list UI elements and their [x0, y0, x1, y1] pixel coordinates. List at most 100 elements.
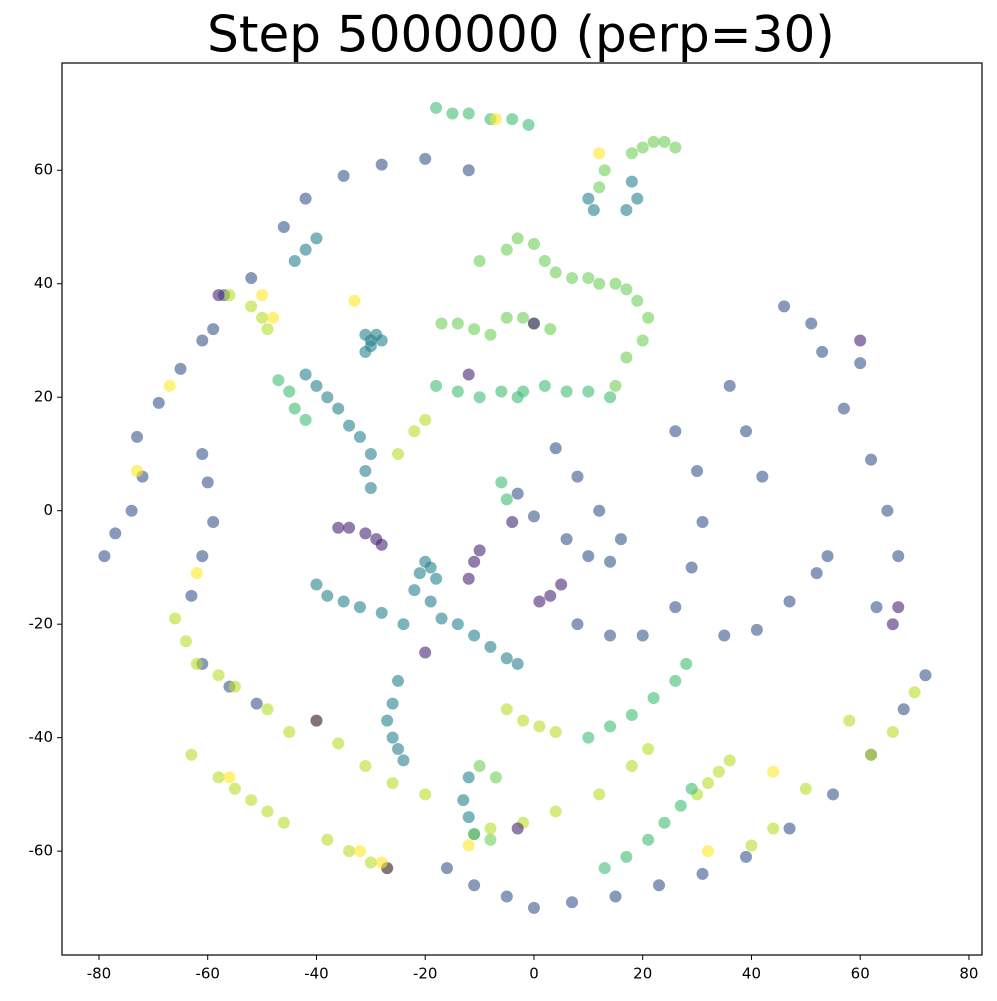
- scatter-point: [310, 232, 323, 245]
- scatter-point: [500, 890, 513, 903]
- scatter-point: [364, 856, 377, 869]
- scatter-point: [511, 232, 524, 245]
- scatter-point: [473, 544, 486, 557]
- scatter-point: [582, 385, 595, 398]
- scatter-point: [723, 754, 736, 767]
- scatter-point: [408, 584, 421, 597]
- scatter-point: [620, 351, 633, 364]
- x-tick-label: 0: [529, 965, 539, 983]
- scatter-point: [283, 726, 296, 738]
- scatter-point: [500, 493, 513, 506]
- scatter-point: [593, 277, 606, 290]
- scatter-point: [375, 606, 388, 619]
- scatter-point: [392, 447, 405, 460]
- scatter-point: [343, 845, 356, 858]
- scatter-point: [609, 379, 622, 392]
- scatter-point: [256, 311, 269, 324]
- scatter-point: [669, 141, 682, 154]
- scatter-point: [413, 567, 426, 580]
- scatter-point: [435, 317, 448, 330]
- scatter-point: [392, 674, 405, 687]
- scatter-point: [375, 538, 388, 551]
- y-tick-label: 0: [43, 501, 53, 519]
- scatter-point: [620, 203, 633, 216]
- scatter-point: [549, 726, 562, 738]
- scatter-point: [604, 555, 617, 568]
- scatter-point: [805, 317, 818, 330]
- scatter-point: [680, 657, 693, 670]
- scatter-point: [125, 504, 138, 517]
- y-tick-label: -60: [29, 842, 54, 860]
- scatter-point: [392, 743, 405, 756]
- scatter-point: [658, 135, 671, 148]
- scatter-point: [511, 391, 524, 404]
- scatter-point: [620, 283, 633, 296]
- scatter-point: [609, 890, 622, 903]
- scatter-point: [691, 464, 704, 477]
- scatter-point: [701, 845, 714, 858]
- scatter-point: [353, 845, 366, 858]
- x-tick-label: 20: [633, 965, 652, 983]
- scatter-point: [419, 646, 432, 659]
- scatter-point: [919, 669, 932, 682]
- scatter-point: [321, 589, 334, 602]
- scatter-point: [533, 720, 546, 733]
- x-tick-label: 40: [742, 965, 761, 983]
- scatter-point: [582, 272, 595, 285]
- scatter-point: [169, 612, 182, 625]
- scatter-point: [685, 782, 698, 795]
- scatter-point: [756, 470, 769, 483]
- scatter-point: [604, 629, 617, 642]
- y-tick-label: -20: [29, 615, 54, 633]
- scatter-point: [212, 289, 225, 302]
- scatter-point: [283, 385, 296, 398]
- scatter-point: [212, 669, 225, 682]
- scatter-point: [343, 419, 356, 432]
- scatter-point: [881, 504, 894, 517]
- scatter-point: [337, 169, 350, 182]
- scatter-point: [310, 578, 323, 591]
- scatter-point: [495, 476, 508, 489]
- scatter-point: [348, 294, 361, 307]
- scatter-point: [440, 862, 453, 875]
- scatter-point: [386, 731, 399, 744]
- scatter-point: [549, 266, 562, 279]
- scatter-point: [397, 618, 410, 631]
- scatter-point: [560, 385, 573, 398]
- scatter-point: [484, 328, 497, 341]
- scatter-point: [500, 311, 513, 324]
- scatter-point: [359, 527, 372, 540]
- scatter-point: [299, 368, 312, 381]
- scatter-point: [261, 805, 274, 818]
- plot-points: [98, 101, 932, 914]
- x-tick-label: -40: [304, 965, 329, 983]
- scatter-point: [261, 703, 274, 716]
- scatter-point: [837, 402, 850, 415]
- scatter-point: [223, 771, 236, 784]
- scatter-point: [636, 629, 649, 642]
- scatter-point: [353, 601, 366, 614]
- scatter-point: [430, 379, 443, 392]
- scatter-point: [897, 703, 910, 716]
- scatter-point: [359, 760, 372, 773]
- scatter-point: [288, 255, 301, 268]
- scatter-point: [185, 589, 198, 602]
- scatter-point: [430, 572, 443, 585]
- scatter-point: [321, 391, 334, 404]
- scatter-point: [511, 822, 524, 835]
- y-tick-label: 40: [34, 274, 53, 292]
- scatter-point: [332, 737, 345, 750]
- scatter-point: [778, 300, 791, 313]
- scatter-point: [674, 799, 687, 812]
- scatter-point: [256, 289, 269, 302]
- scatter-point: [212, 771, 225, 784]
- scatter-point: [446, 107, 459, 120]
- scatter-point: [886, 618, 899, 631]
- scatter-point: [451, 385, 464, 398]
- scatter-point: [614, 533, 627, 546]
- scatter-point: [593, 788, 606, 801]
- scatter-point: [174, 362, 187, 375]
- scatter-point: [386, 697, 399, 710]
- scatter-point: [272, 374, 285, 387]
- scatter-point: [696, 867, 709, 880]
